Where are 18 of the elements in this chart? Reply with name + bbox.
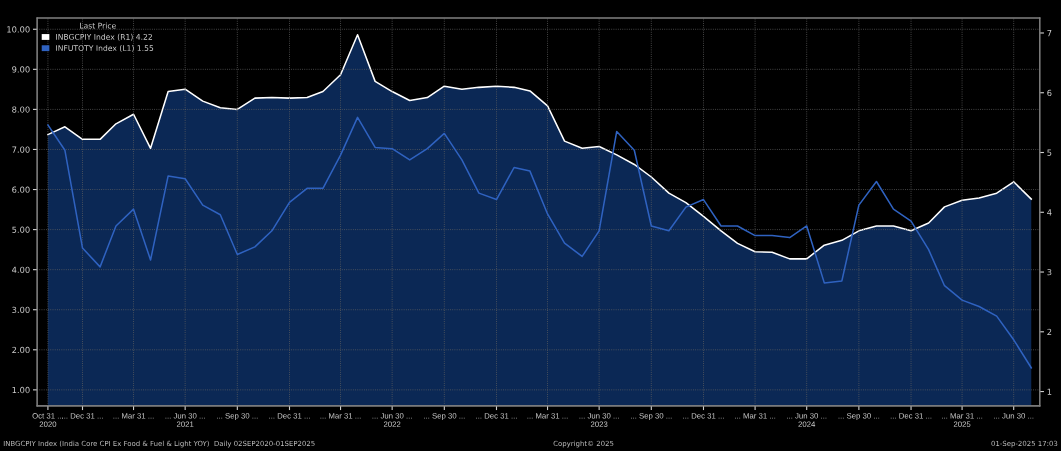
y-tick-label: 7.00 [12,146,30,153]
line-series [47,116,1033,369]
y2-tick-label: 1 [1047,388,1052,395]
y-tick-label: 1.00 [12,386,30,394]
y2-tick-label: 7 [1047,30,1052,37]
y-tick-label: 8.00 [12,106,30,113]
y2-tick-label: 2 [1047,328,1052,335]
y-tick-label: 3.00 [12,306,30,314]
y2-tick-label: 6 [1047,89,1052,97]
y-tick-label: 6.00 [12,186,30,193]
y-tick-label: 9.00 [12,66,30,73]
y2-tick-label: 3 [1047,269,1052,276]
y2-tick-label: 4 [1047,209,1052,216]
y-tick-label: 4.00 [12,266,30,273]
y-tick-label: 5.00 [12,226,30,233]
y-tick-label: 10.00 [7,26,30,33]
y2-tick-label: 5 [1047,149,1052,156]
y-tick-label: 2.00 [12,346,30,354]
